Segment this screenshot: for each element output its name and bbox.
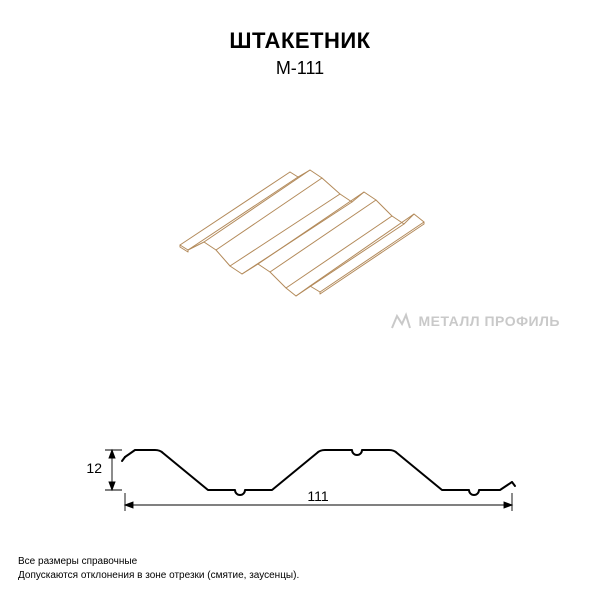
footer-line-1: Все размеры справочные [18,555,299,569]
product-title: ШТАКЕТНИК [0,28,600,54]
product-model: М-111 [0,58,600,79]
isometric-svg [160,150,440,320]
logo-icon [389,310,413,332]
isometric-view [160,150,440,325]
cross-section-view: 111 12 [80,395,520,520]
footer-line-2: Допускаются отклонения в зоне отрезки (с… [18,569,299,583]
height-dimension: 12 [86,460,102,476]
cross-section-svg: 111 12 [80,395,520,515]
brand-logo: МЕТАЛЛ ПРОФИЛЬ [389,310,561,332]
width-dimension: 111 [307,488,328,504]
title-block: ШТАКЕТНИК М-111 [0,0,600,79]
footer-notes: Все размеры справочные Допускаются откло… [18,555,299,582]
logo-text: МЕТАЛЛ ПРОФИЛЬ [419,313,561,329]
